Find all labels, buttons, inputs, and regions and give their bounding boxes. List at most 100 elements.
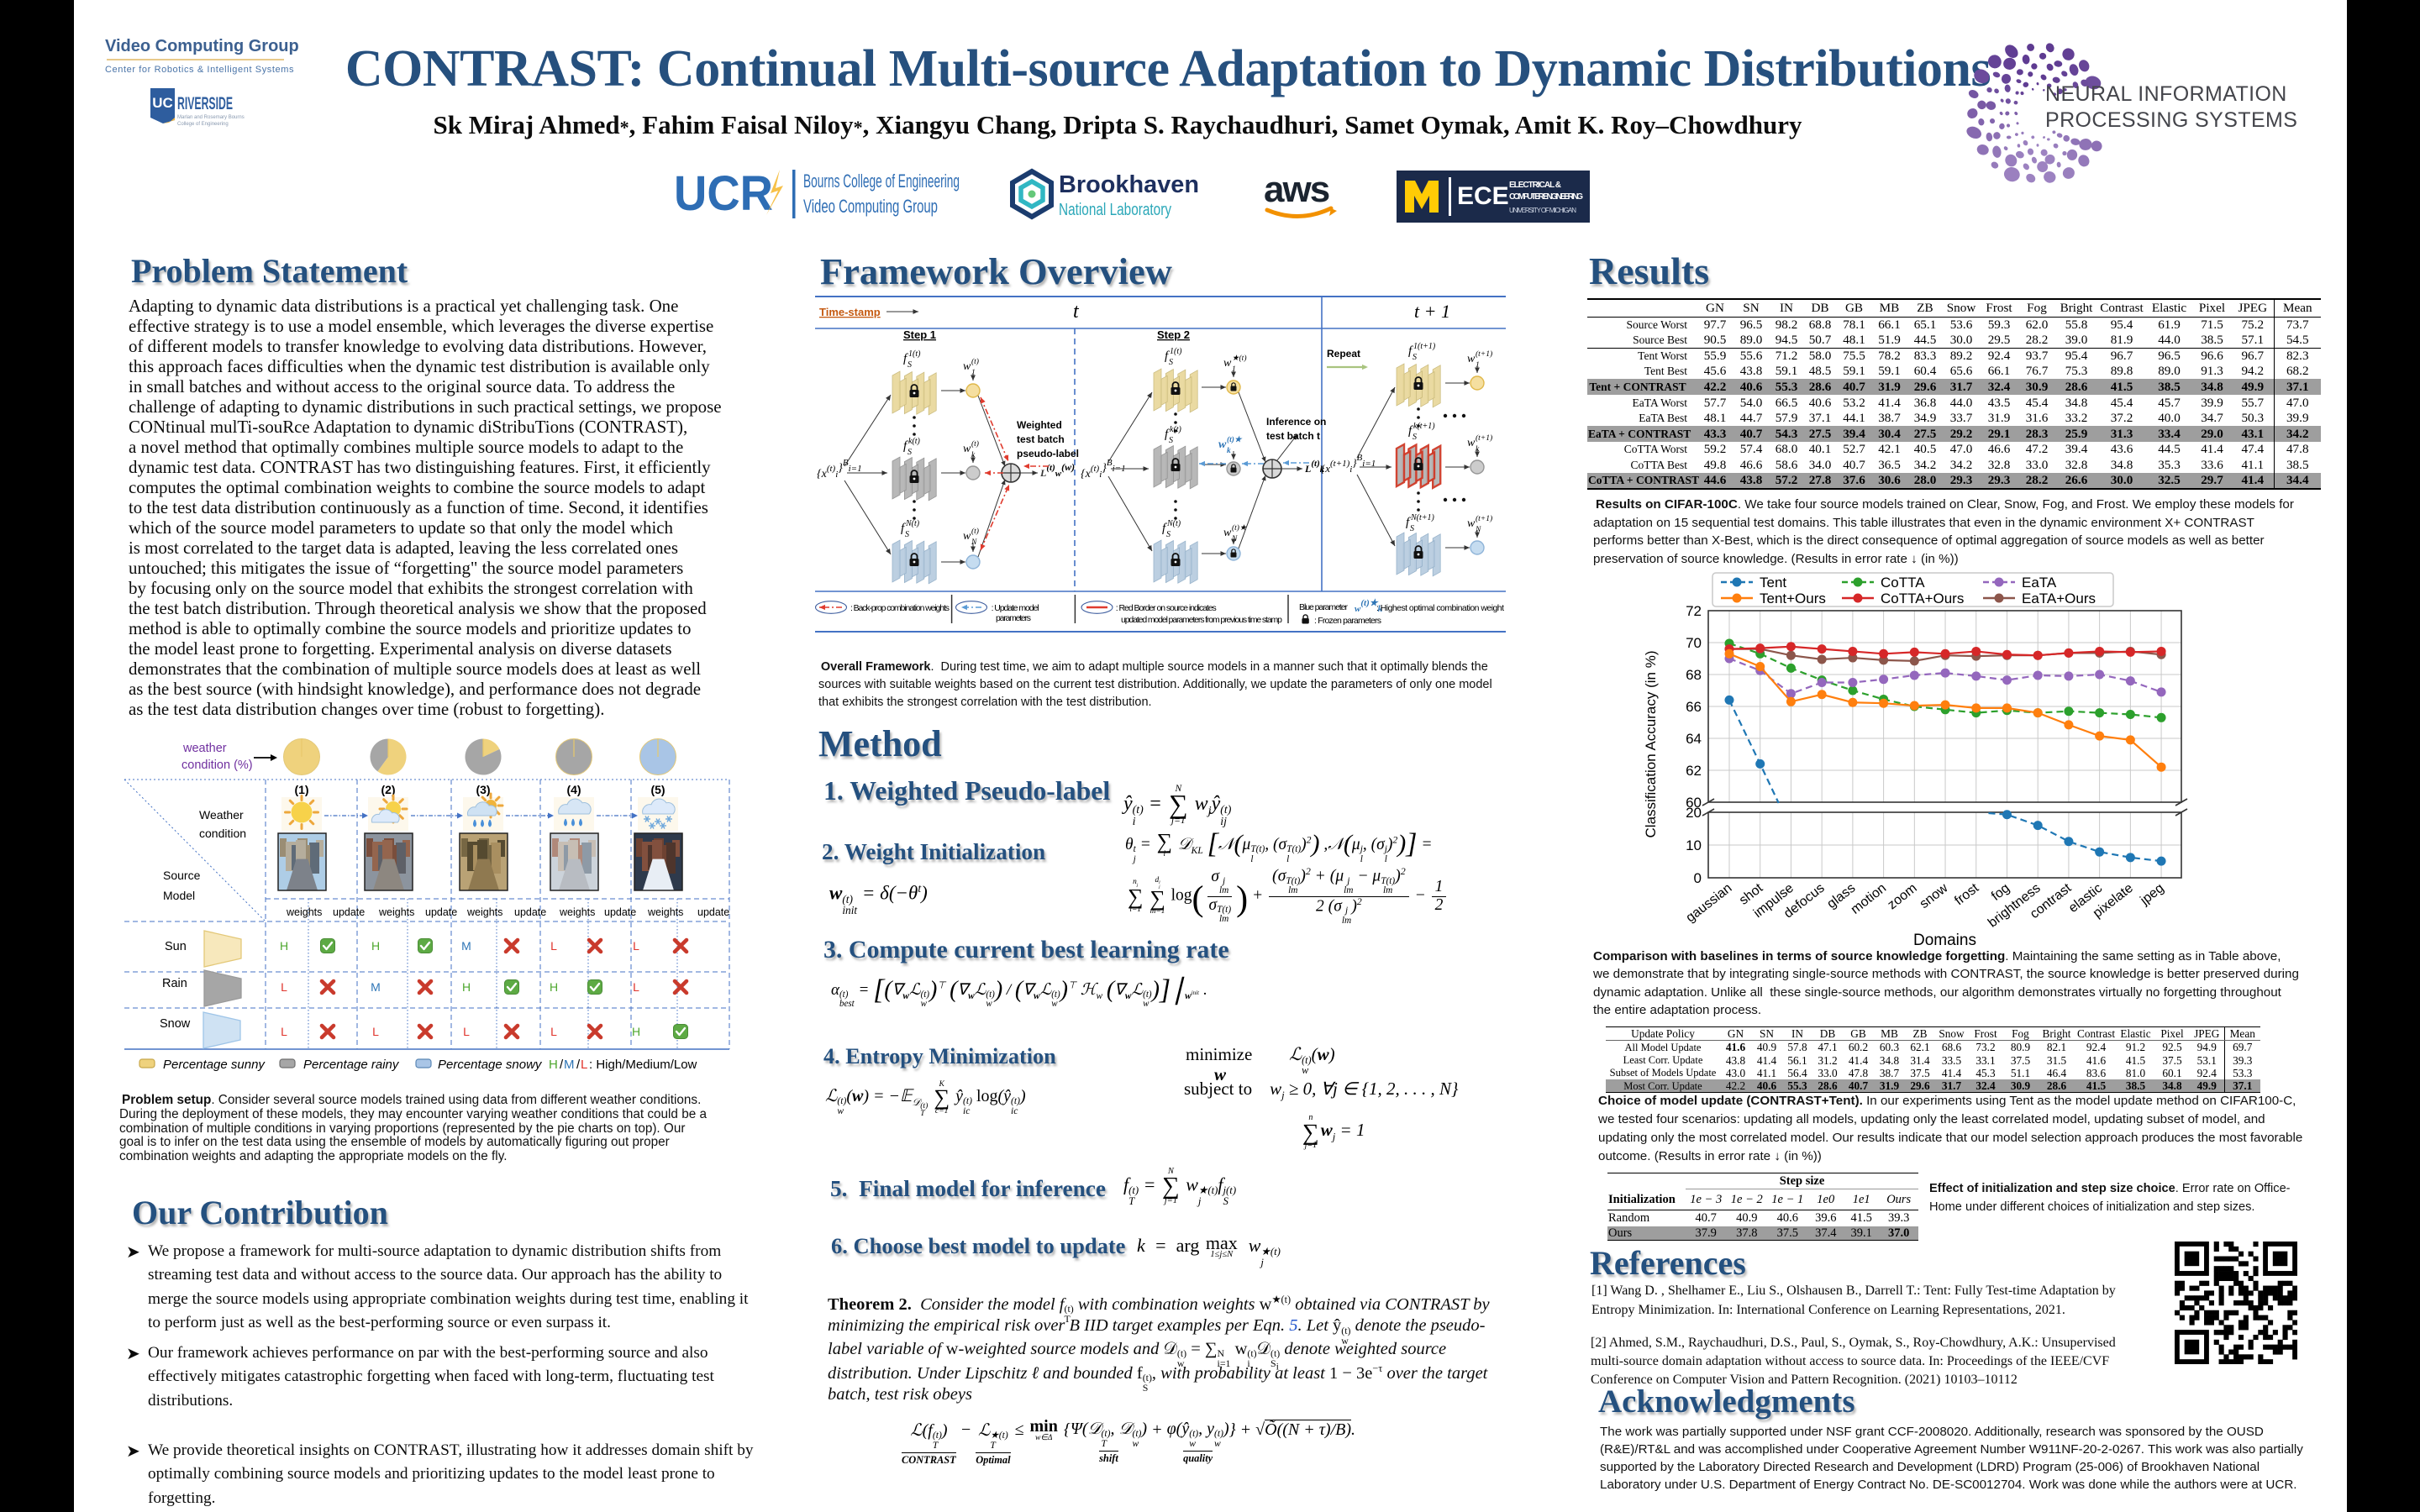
svg-text:Percentage sunny: Percentage sunny <box>163 1058 266 1072</box>
svg-text:EaTA: EaTA <box>2022 575 2057 591</box>
svg-text:CoTTA: CoTTA <box>1881 575 1925 591</box>
svg-text:Percentage rainy: Percentage rainy <box>303 1058 400 1072</box>
svg-text:k: k <box>1227 447 1231 455</box>
svg-text:68: 68 <box>1686 667 1702 683</box>
svg-text:f: f <box>1408 424 1413 438</box>
svg-text:w: w <box>1218 438 1227 451</box>
svg-text:66: 66 <box>1686 699 1702 715</box>
svg-text:w: w <box>1467 517 1476 530</box>
svg-text:weights: weights <box>559 906 595 918</box>
svg-text:64: 64 <box>1686 731 1702 747</box>
svg-text:: High/Medium/Low: : High/Medium/Low <box>589 1058 697 1072</box>
svg-text:Bourns College of Engineering: Bourns College of Engineering <box>803 171 960 192</box>
svg-text:k(t): k(t) <box>908 437 921 446</box>
svg-text:update: update <box>333 906 365 918</box>
svg-text:10: 10 <box>1686 837 1702 853</box>
svg-text:weather: weather <box>182 742 227 755</box>
svg-text:(t): (t) <box>971 357 979 366</box>
svg-text:L: L <box>581 1058 587 1072</box>
svg-text:CoTTA+Ours: CoTTA+Ours <box>1881 591 1964 606</box>
svg-text:f: f <box>1406 516 1411 529</box>
svg-text:w(t)★k: w(t)★k <box>1355 598 1383 614</box>
svg-text:(t+1): (t+1) <box>1476 349 1492 359</box>
svg-text:Model: Model <box>163 889 195 902</box>
svg-text:Inference on: Inference on <box>1266 416 1326 428</box>
svg-text:Sun: Sun <box>165 940 187 953</box>
svg-text:L: L <box>550 939 557 953</box>
svg-text:zoom: zoom <box>1885 881 1919 912</box>
svg-text:: Frozen parameters: : Frozen parameters <box>1314 616 1381 626</box>
svg-text:L: L <box>281 980 287 994</box>
svg-text:UNIVERSITY OF MICHIGAN: UNIVERSITY OF MICHIGAN <box>1509 207 1576 214</box>
svg-text:60: 60 <box>1686 795 1702 811</box>
svg-text:H: H <box>550 980 558 994</box>
svg-text:Tent: Tent <box>1760 575 1786 591</box>
svg-text:f: f <box>903 352 908 365</box>
svg-text:Video Computing Group: Video Computing Group <box>803 196 938 217</box>
svg-text:1(t+1): 1(t+1) <box>1413 342 1436 351</box>
svg-text:S: S <box>1169 436 1173 445</box>
svg-text:Step 2: Step 2 <box>1157 328 1190 341</box>
svg-text:M: M <box>461 939 471 953</box>
svg-text:condition (%): condition (%) <box>182 759 253 772</box>
svg-text:H: H <box>632 1025 640 1038</box>
svg-text:k(t+1): k(t+1) <box>1413 422 1435 431</box>
svg-text:S: S <box>1410 524 1414 533</box>
svg-text:ECE: ECE <box>1457 182 1509 210</box>
svg-text:S: S <box>1413 353 1417 362</box>
svg-text:RIVERSIDE: RIVERSIDE <box>177 94 233 113</box>
svg-text:w: w <box>963 530 971 543</box>
svg-text:(3): (3) <box>476 783 490 796</box>
svg-text:PROCESSING SYSTEMS: PROCESSING SYSTEMS <box>2045 108 2297 132</box>
svg-text:snow: snow <box>1918 880 1951 911</box>
svg-text:L(t)w(w): L(t)w(w) <box>1039 461 1075 479</box>
svg-text:S: S <box>1169 358 1173 367</box>
svg-text:M: M <box>564 1058 575 1072</box>
svg-text:: Update model: : Update model <box>992 603 1039 613</box>
svg-text:S: S <box>1413 433 1417 442</box>
svg-text:(t+1): (t+1) <box>1476 514 1492 523</box>
svg-text:L: L <box>463 1025 470 1038</box>
svg-text:update: update <box>604 906 636 918</box>
svg-text:update: update <box>425 906 457 918</box>
svg-text:Brookhaven: Brookhaven <box>1059 171 1199 198</box>
svg-text:S: S <box>908 360 912 370</box>
svg-text:{x(t+1)i}Bi=1: {x(t+1)i}Bi=1 <box>1321 453 1376 475</box>
svg-text:H: H <box>371 939 380 953</box>
svg-text:k(t): k(t) <box>1170 425 1182 434</box>
svg-text:L: L <box>633 939 639 953</box>
svg-text:L: L <box>281 1025 287 1038</box>
svg-text:jpeg: jpeg <box>2137 881 2166 909</box>
svg-text:w: w <box>963 443 971 455</box>
svg-text:w: w <box>1223 357 1232 370</box>
svg-text:(t)★: (t)★ <box>1227 435 1243 444</box>
svg-text:S: S <box>905 530 909 539</box>
svg-text:(2): (2) <box>381 783 395 796</box>
svg-text:t + 1: t + 1 <box>1414 301 1450 322</box>
svg-text:Domains: Domains <box>1913 932 1976 949</box>
svg-text:Time-stamp: Time-stamp <box>819 306 881 318</box>
svg-text:frost: frost <box>1952 880 1981 908</box>
svg-text:Rain: Rain <box>162 977 187 990</box>
svg-text:t: t <box>1073 301 1080 323</box>
svg-text:: Back-prop combination weight: : Back-prop combination weights <box>850 603 950 613</box>
svg-text:f: f <box>903 439 908 453</box>
svg-text:1(t): 1(t) <box>1170 347 1182 356</box>
svg-text:L(t)k: L(t)k <box>1304 459 1325 475</box>
svg-text:H: H <box>549 1058 558 1072</box>
svg-text:20: 20 <box>1686 805 1702 821</box>
svg-text:update: update <box>514 906 546 918</box>
svg-text:test batch t: test batch t <box>1266 430 1320 442</box>
svg-text:f: f <box>1165 428 1170 441</box>
svg-text:N: N <box>971 538 977 547</box>
svg-text:pseudo-label: pseudo-label <box>1017 448 1079 459</box>
svg-text:Classification Accuracy (in %): Classification Accuracy (in %) <box>1643 651 1659 838</box>
svg-text:Percentage snowy: Percentage snowy <box>438 1058 543 1072</box>
svg-text:N(t): N(t) <box>1166 519 1181 528</box>
svg-text:M: M <box>371 980 381 994</box>
svg-text:Marlan and Rosemary Bourns: Marlan and Rosemary Bourns <box>177 115 245 120</box>
svg-text:COMPUTER ENGINEERING: COMPUTER ENGINEERING <box>1509 192 1583 202</box>
svg-text:EaTA+Ours: EaTA+Ours <box>2022 591 2096 606</box>
svg-text:weights: weights <box>647 906 683 918</box>
svg-text:(t)★: (t)★ <box>1232 523 1247 533</box>
